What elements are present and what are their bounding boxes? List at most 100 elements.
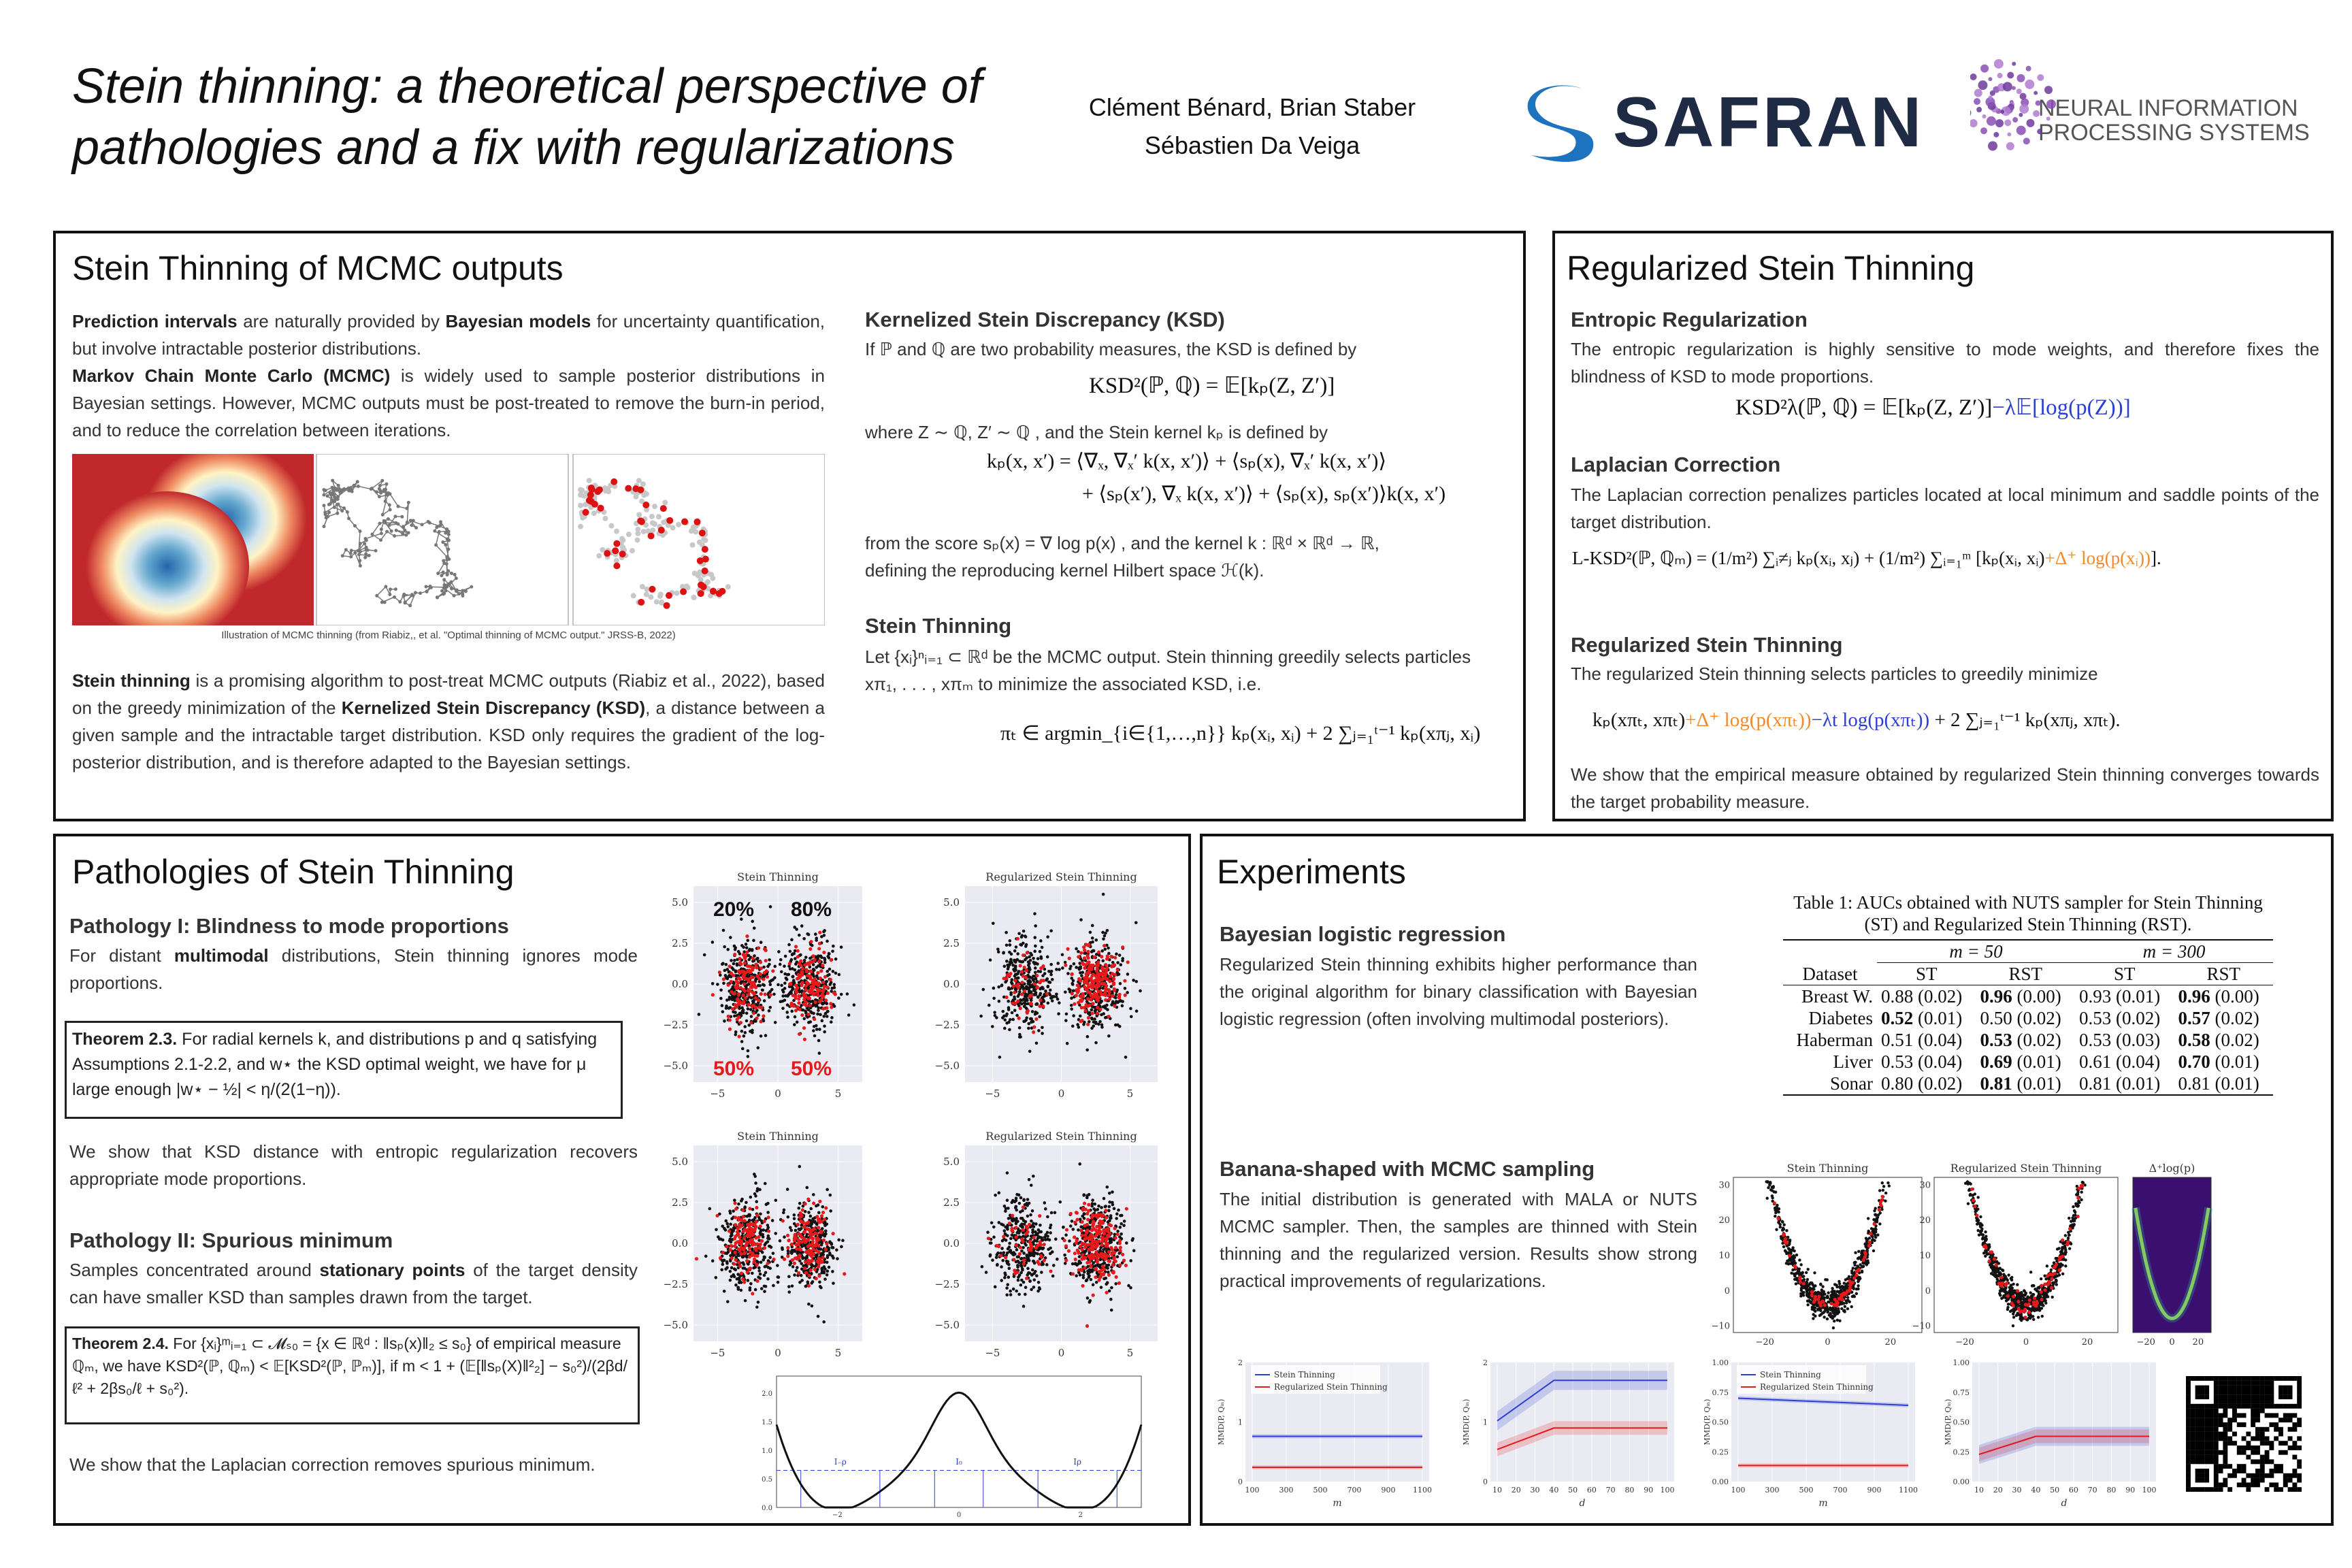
sample-point [1831,1286,1834,1290]
selected-point [1085,1260,1090,1265]
selected-point [750,985,754,990]
selected-point [1032,1030,1036,1034]
selected-point [1113,1226,1117,1230]
sample-point [791,1265,795,1269]
selected-point [756,946,761,950]
table-cell: 0.50 (0.02) [1980,1008,2061,1028]
sample-point [1020,934,1024,938]
image-frame [316,454,569,625]
sample-point [788,1263,791,1267]
sample-point [1011,964,1015,967]
selected-point [1096,960,1100,964]
sample-point [794,957,797,960]
sample-point [1031,1254,1035,1257]
selected-point [748,1267,753,1271]
logo-dot [1976,107,1982,113]
trace-point [457,591,461,595]
trace-point [438,520,442,524]
sample-point [1044,989,1047,993]
sample-point [814,998,817,1002]
equation: kₚ(x, x′) = ⟨∇ₓ, ∇ₓ′ k(x, x′)⟩ + ⟨sₚ(x),… [987,450,1387,472]
sample-point [1047,980,1051,984]
logo-dot [2007,132,2012,137]
sample-point [1008,1028,1011,1032]
sample-point [1033,1239,1036,1243]
sample-point [1001,1016,1004,1019]
selected-point [732,1262,736,1266]
text-run: , a distance between a given sample and … [72,698,825,772]
sample-point [1036,970,1040,973]
sample-point [1053,1211,1057,1215]
trace-point [333,495,337,500]
sample-point [1022,1305,1026,1308]
selected-point [649,585,656,593]
sample-point [766,1211,770,1214]
sample-point [1115,1212,1119,1216]
sample-point [1024,935,1028,938]
sample-point [757,1269,762,1273]
sample-point [724,1007,728,1010]
sample-point [1078,1218,1082,1221]
logo-dot [1980,64,1989,73]
selected-point [738,961,742,965]
selected-point [755,1254,760,1258]
sample-point [1020,1278,1024,1282]
sample-point [839,945,843,949]
selected-point [758,1224,762,1228]
sample-point [802,958,806,962]
sample-point [751,1000,755,1004]
selected-point [818,976,822,981]
sample-point [1033,949,1036,953]
sample-point [979,1014,983,1018]
trace-point [446,529,451,534]
sample-point [738,952,742,956]
table-cell: 0.96 (0.00) [1976,985,2075,1008]
sample-point [738,1278,741,1282]
sample-point [697,1013,701,1016]
sample-point [776,1280,780,1284]
tick-label: 0 [957,1512,961,1519]
selected-point [1034,1246,1038,1250]
sample-point [596,553,602,559]
selected-point [795,1247,799,1251]
sample-point [732,968,735,971]
sample-point [674,590,680,596]
text-run: For {xᵢ}ᵐᵢ₌₁ ⊂ 𝓜ₛ₀ = {x ∈ ℝᵈ : ‖sₚ(x)‖₂ … [72,1335,627,1397]
sample-point [739,1288,743,1292]
selected-point [1097,1269,1101,1274]
sample-point [1030,1268,1034,1272]
sample-point [740,917,743,921]
selected-point [594,488,602,495]
sample-point [1007,1267,1011,1270]
sample-point [816,1012,819,1016]
selected-point [812,1226,817,1231]
sample-point [1009,1289,1012,1293]
selected-point [804,980,809,984]
sample-point [1040,1271,1043,1274]
sample-point [1029,951,1032,956]
sample-point [787,1290,791,1294]
sample-point [734,969,738,973]
sample-point [766,1265,770,1269]
table-block: Table 1: AUCs obtained with NUTS sampler… [1783,892,2273,1096]
sample-point [1101,986,1105,990]
sample-point [750,949,754,952]
table-cell: Diabetes [1808,1008,1873,1028]
sample-point [827,1265,831,1269]
sample-point [1037,1029,1041,1032]
selected-point [1004,977,1009,981]
trace-point [379,491,383,495]
sample-point [1116,1229,1120,1233]
sample-point [1129,1007,1132,1011]
sample-point [810,1304,814,1308]
sample-point [823,1030,826,1034]
sample-point [725,1222,730,1226]
selected-point [817,981,821,985]
bold-text: 0.58 [2178,1030,2210,1050]
sample-point [786,1249,790,1253]
sample-point [990,1025,994,1028]
sample-point [662,500,668,506]
sample-point [992,1235,996,1239]
selected-point [1086,1022,1090,1026]
selected-point [800,966,805,971]
